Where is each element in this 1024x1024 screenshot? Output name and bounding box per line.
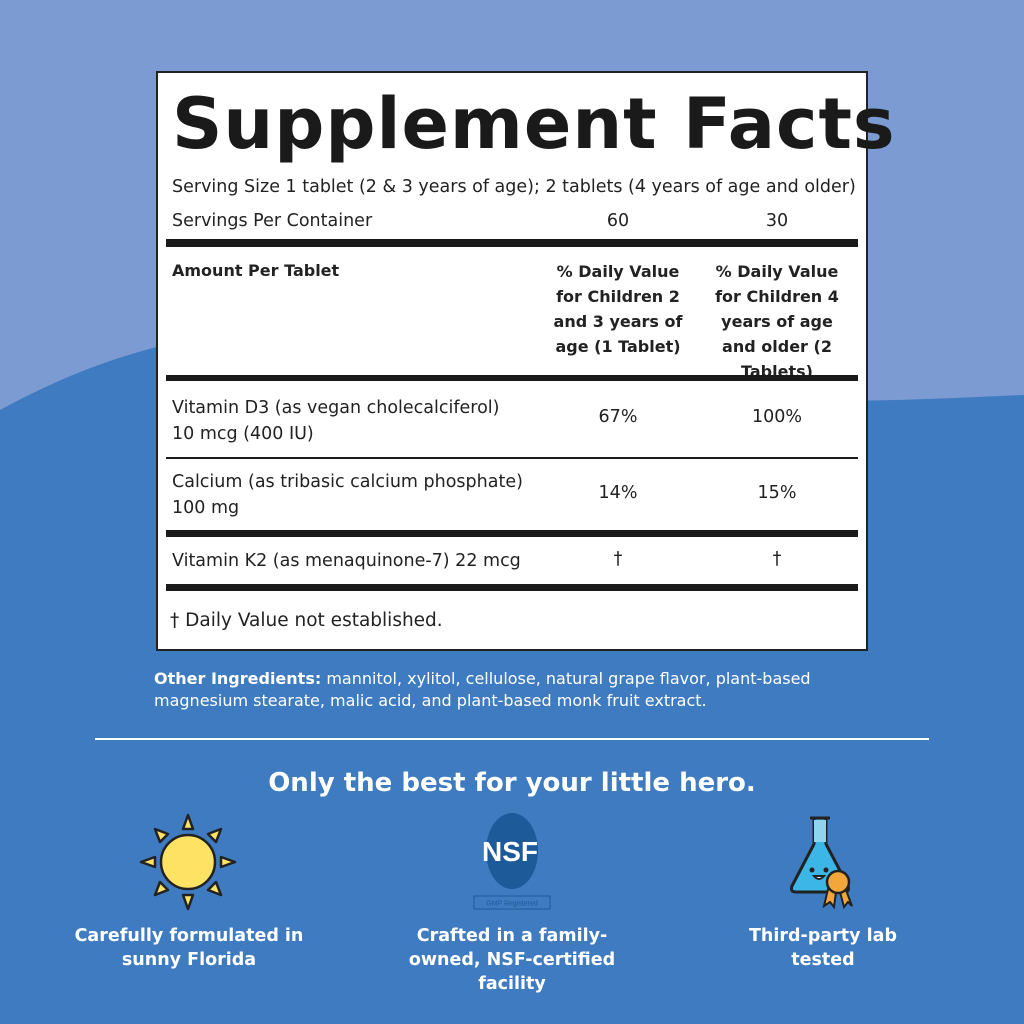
nutrient-name: Calcium (as tribasic calcium phosphate) (172, 472, 523, 492)
other-ingredients-label: Other Ingredients: (154, 669, 322, 688)
thick-divider (166, 584, 858, 591)
amount-header: Amount Per Tablet (172, 261, 340, 280)
servings-label: Servings Per Container (172, 211, 373, 231)
nsf-logo-text: NSF (482, 836, 538, 867)
other-ingredients: Other Ingredients: mannitol, xylitol, ce… (154, 668, 874, 712)
serving-size: Serving Size 1 tablet (2 & 3 years of ag… (172, 177, 856, 197)
dv2-value: † (772, 549, 782, 569)
feature-caption-lab: Third-party lab tested (749, 926, 897, 970)
row-calcium: Calcium (as tribasic calcium phosphate) 1… (172, 469, 523, 521)
nsf-logo: NSF GMP Registered (473, 813, 551, 910)
dv1-value: 14% (598, 483, 638, 503)
servings-col1: 60 (606, 211, 630, 231)
dv-col2-header: % Daily Value for Children 4 years of ag… (715, 262, 839, 381)
dv2-value: 15% (757, 483, 797, 503)
thick-divider (166, 239, 858, 247)
other-ingredients-text: mannitol, xylitol, cellulose, natural gr… (154, 669, 811, 710)
dv1-value: 67% (598, 407, 638, 427)
footnote: † Daily Value not established. (170, 610, 443, 631)
nutrient-name: Vitamin D3 (as vegan cholecalciferol) (172, 398, 500, 418)
sun-icon (139, 813, 237, 911)
supplement-facts-panel: Supplement Facts Serving Size 1 tablet (… (156, 71, 895, 651)
row-vitamin-d3: Vitamin D3 (as vegan cholecalciferol) 10 … (172, 395, 499, 447)
facts-title: Supplement Facts (172, 83, 896, 165)
feature-caption-florida: Carefully formulated in sunny Florida (74, 926, 304, 970)
nutrient-amount: 100 mg (172, 498, 240, 518)
tagline: Only the best for your little hero. (268, 768, 756, 798)
flask-icon (790, 816, 853, 910)
nutrient-amount: 10 mcg (400 IU) (172, 424, 314, 444)
thick-divider (166, 375, 858, 381)
dv1-value: † (613, 549, 623, 569)
dv-col1-header: % Daily Value for Children 2 and 3 years… (553, 262, 683, 356)
servings-col2: 30 (765, 211, 789, 231)
row-vitamin-k2: Vitamin K2 (as menaquinone-7) 22 mcg (172, 551, 521, 571)
divider (95, 738, 929, 740)
thick-divider (166, 530, 858, 537)
dv2-value: 100% (751, 407, 803, 427)
gmp-badge: GMP Registered (486, 901, 538, 908)
feature-caption-nsf: Crafted in a family-owned, NSF-certified… (408, 926, 616, 994)
thin-divider (166, 457, 858, 459)
